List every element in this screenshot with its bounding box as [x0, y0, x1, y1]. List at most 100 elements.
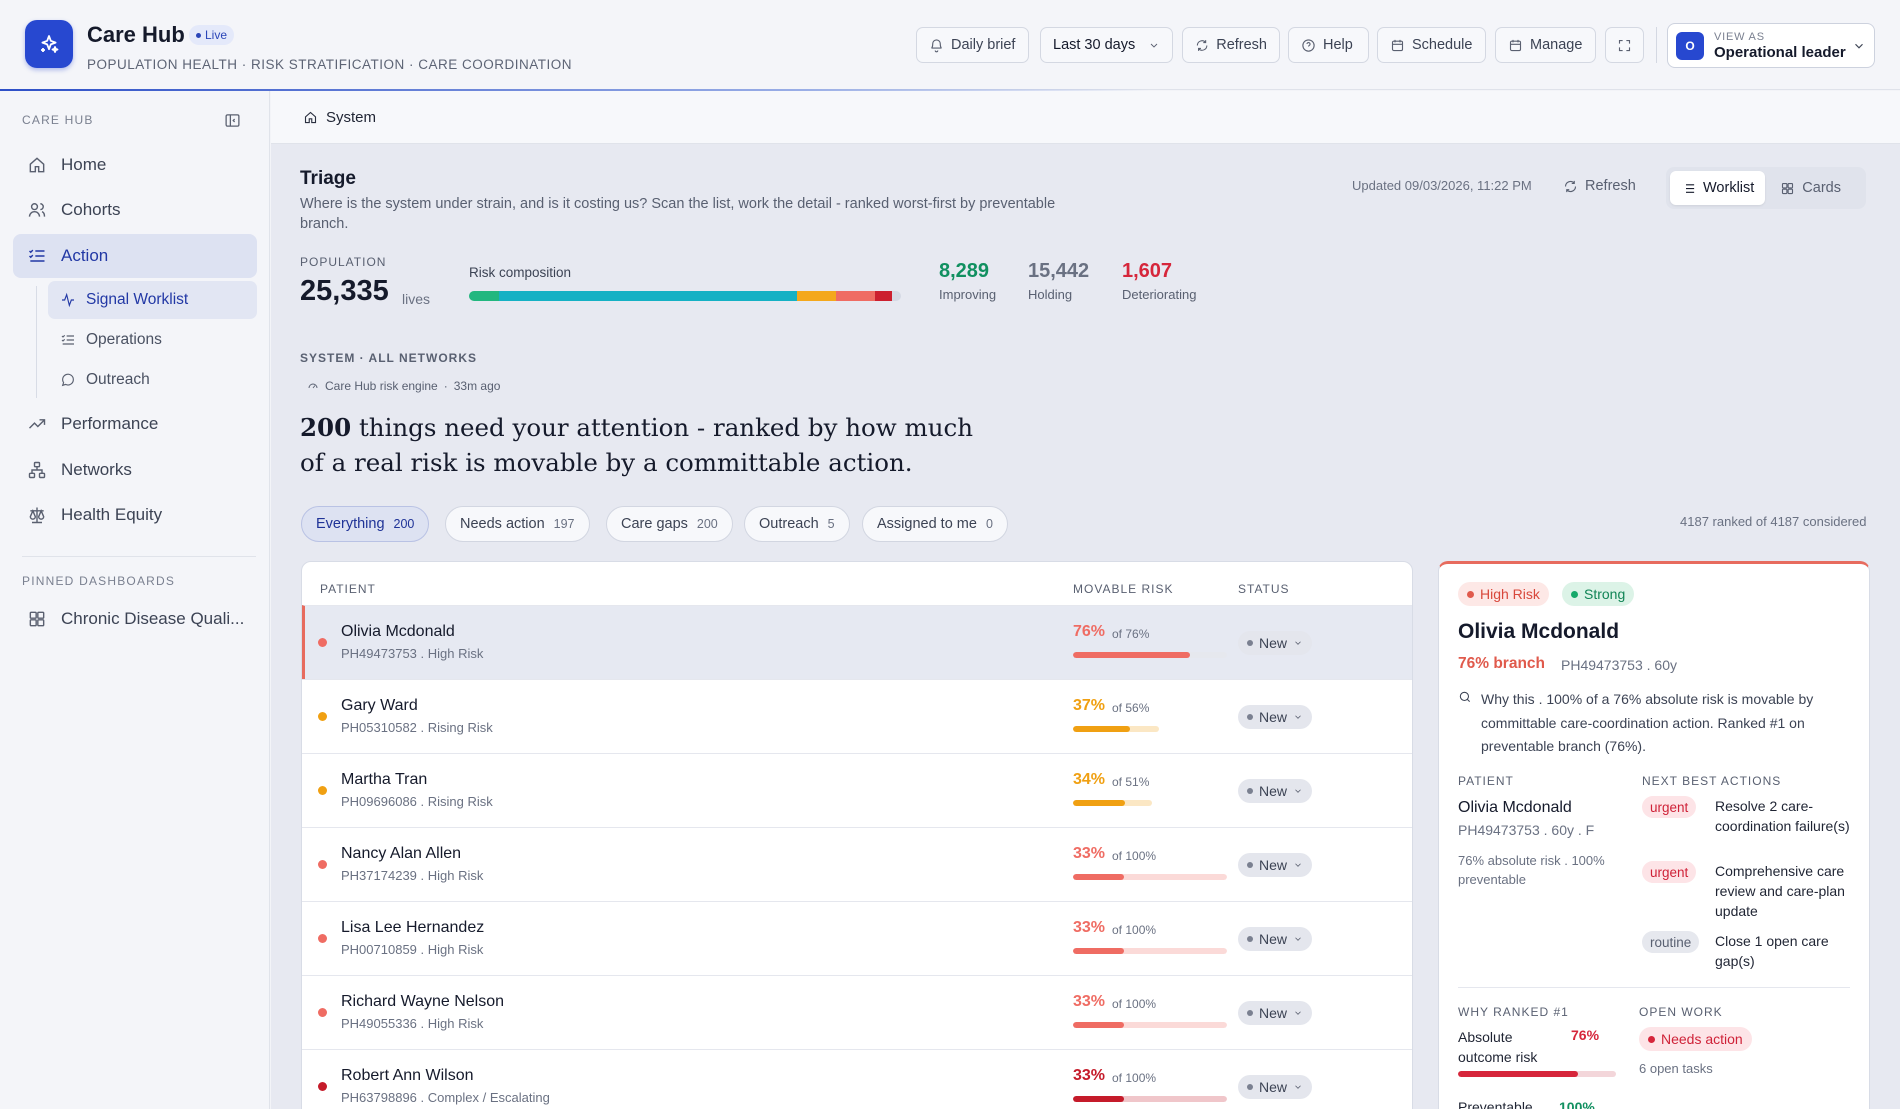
filter-needs-action[interactable]: Needs action 197: [445, 506, 590, 542]
schedule-button[interactable]: Schedule: [1377, 27, 1486, 63]
patient-info: PH49055336 . High Risk: [341, 1016, 484, 1031]
chevron-down-icon: [1150, 43, 1158, 48]
patient-info: PH09696086 . Rising Risk: [341, 794, 493, 809]
table-row[interactable]: Lisa Lee Hernandez PH00710859 . High Risk…: [302, 901, 1412, 975]
search-icon: [1459, 691, 1471, 703]
movable-risk-fill: [1073, 726, 1130, 732]
sidebar-item-signal-worklist[interactable]: Signal Worklist: [48, 281, 257, 319]
message-circle-icon: [61, 373, 74, 387]
movable-risk-fill: [1073, 652, 1191, 658]
open-work-caption: OPEN WORK: [1639, 1005, 1723, 1019]
engine-source: Care Hub risk engine · 33m ago: [307, 379, 500, 393]
worklist-table: PATIENT MOVABLE RISK STATUS Olivia Mcdon…: [301, 561, 1413, 1109]
period-select[interactable]: Last 30 days: [1040, 27, 1173, 63]
status-select[interactable]: New: [1238, 1001, 1313, 1025]
refresh-button[interactable]: Refresh: [1182, 27, 1280, 63]
help-button[interactable]: Help: [1288, 27, 1369, 63]
sidebar-item-health-equity[interactable]: Health Equity: [13, 493, 257, 537]
filter-care-gaps[interactable]: Care gaps 200: [606, 506, 733, 542]
sidebar-item-networks[interactable]: Networks: [13, 448, 257, 492]
risk-dot: [318, 1082, 327, 1091]
status-select[interactable]: New: [1238, 631, 1313, 655]
status-select[interactable]: New: [1238, 1075, 1313, 1099]
sidebar-item-cohorts[interactable]: Cohorts: [13, 188, 257, 232]
breadcrumb[interactable]: System: [271, 91, 1900, 144]
table-row[interactable]: Olivia Mcdonald PH49473753 . High Risk 76%…: [302, 605, 1412, 679]
action-text: Resolve 2 care-coordination failure(s): [1715, 798, 1850, 834]
sidebar-item-home[interactable]: Home: [13, 143, 257, 187]
list-icon: [1682, 183, 1695, 193]
system-caption: SYSTEM · ALL NETWORKS: [300, 351, 477, 365]
status-select[interactable]: New: [1238, 779, 1313, 803]
detail-patient-demographics: PH49473753 . 60y . F: [1458, 822, 1595, 838]
risk-composition-segment: [836, 291, 876, 301]
filter-outreach[interactable]: Outreach 5: [744, 506, 850, 542]
absolute-risk-track: [1073, 1022, 1227, 1028]
patient-detail-panel: High Risk Strong Olivia Mcdonald 76% bra…: [1438, 561, 1870, 1109]
cards-view-button[interactable]: Cards: [1769, 171, 1852, 205]
detail-patient-risk: 76% absolute risk . 100% preventable: [1458, 853, 1605, 887]
view-as-select[interactable]: O VIEW AS Operational leader: [1667, 23, 1875, 68]
triage-refresh-button[interactable]: Refresh: [1563, 178, 1636, 194]
risk-dot: [318, 786, 327, 795]
why-ranked-caption: WHY RANKED #1: [1458, 1005, 1569, 1019]
chevron-down-icon: [1295, 1085, 1301, 1089]
table-row[interactable]: Richard Wayne Nelson PH49055336 . High Ri…: [302, 975, 1412, 1049]
filter-assigned-to-me[interactable]: Assigned to me 0: [862, 506, 1008, 542]
app-logo-icon[interactable]: [25, 20, 73, 68]
status-select[interactable]: New: [1238, 927, 1313, 951]
refresh-icon: [1196, 39, 1208, 51]
sidebar-divider: [22, 556, 256, 557]
scale-icon: [29, 507, 45, 524]
sidebar-item-outreach[interactable]: Outreach: [48, 361, 257, 399]
stat-holding: 15,442 Holding: [1028, 260, 1090, 302]
filter-everything[interactable]: Everything 200: [301, 506, 430, 542]
fullscreen-button[interactable]: [1605, 27, 1644, 63]
status-select[interactable]: New: [1238, 853, 1313, 877]
metric-preventable-label: Preventable: [1458, 1099, 1533, 1109]
absolute-risk-of: of 51%: [1112, 775, 1150, 789]
population-unit: lives: [402, 291, 431, 307]
movable-risk-bar: [1073, 874, 1227, 880]
open-work-status-badge[interactable]: Needs action: [1639, 1027, 1752, 1051]
manage-button[interactable]: Manage: [1495, 27, 1596, 63]
users-icon: [28, 203, 46, 217]
movable-risk-pct: 33%: [1073, 993, 1106, 1010]
sidebar-item-action[interactable]: Action: [13, 234, 257, 278]
movable-risk-pct: 34%: [1073, 771, 1106, 788]
patient-name: Martha Tran: [341, 771, 428, 788]
sidebar-item-operations[interactable]: Operations: [48, 321, 257, 359]
table-row[interactable]: Gary Ward PH05310582 . Rising Risk 37% of 5…: [302, 679, 1412, 753]
patient-caption: PATIENT: [1458, 774, 1514, 788]
table-row[interactable]: Nancy Alan Allen PH37174239 . High Risk 33…: [302, 827, 1412, 901]
movable-risk-fill: [1073, 1096, 1124, 1102]
absolute-risk-track: [1073, 1096, 1227, 1102]
status-select[interactable]: New: [1238, 705, 1313, 729]
table-row[interactable]: Martha Tran PH09696086 . Rising Risk 34% of…: [302, 753, 1412, 827]
metric-absolute-risk-bar: [1458, 1071, 1616, 1077]
chevron-down-icon: [1295, 641, 1301, 645]
pinned-dashboard-item[interactable]: Chronic Disease Quali...: [13, 597, 257, 641]
daily-brief-button[interactable]: Daily brief: [916, 27, 1029, 63]
trending-up-icon: [28, 419, 46, 429]
col-patient: PATIENT: [320, 582, 376, 596]
movable-risk-pct: 33%: [1073, 919, 1106, 936]
app-title: Care Hub: [87, 22, 185, 47]
patient-name: Nancy Alan Allen: [341, 845, 462, 862]
next-best-action-item[interactable]: urgent Resolve 2 care-coordination failur…: [1642, 796, 1852, 836]
collapse-sidebar-icon[interactable]: [224, 112, 241, 129]
movable-risk-bar: [1073, 1096, 1227, 1102]
patient-name: Olivia Mcdonald: [341, 623, 455, 640]
home-icon: [304, 111, 317, 123]
next-best-action-item[interactable]: routine Close 1 open care gap(s): [1642, 931, 1852, 971]
action-priority-tag: urgent: [1642, 861, 1697, 883]
next-best-action-item[interactable]: urgent Comprehensive care review and care…: [1642, 861, 1852, 921]
table-row[interactable]: Robert Ann Wilson PH63798896 . Complex / …: [302, 1049, 1412, 1109]
why-this-explanation: Why this . 100% of a 76% absolute risk i…: [1458, 688, 1848, 759]
worklist-view-button[interactable]: Worklist: [1670, 171, 1766, 205]
movable-risk-pct: 76%: [1073, 623, 1106, 640]
calendar-settings-icon: [1509, 39, 1522, 51]
expand-icon: [1618, 39, 1631, 51]
metric-absolute-risk-value: 76%: [1571, 1027, 1600, 1043]
sidebar-item-performance[interactable]: Performance: [13, 402, 257, 446]
